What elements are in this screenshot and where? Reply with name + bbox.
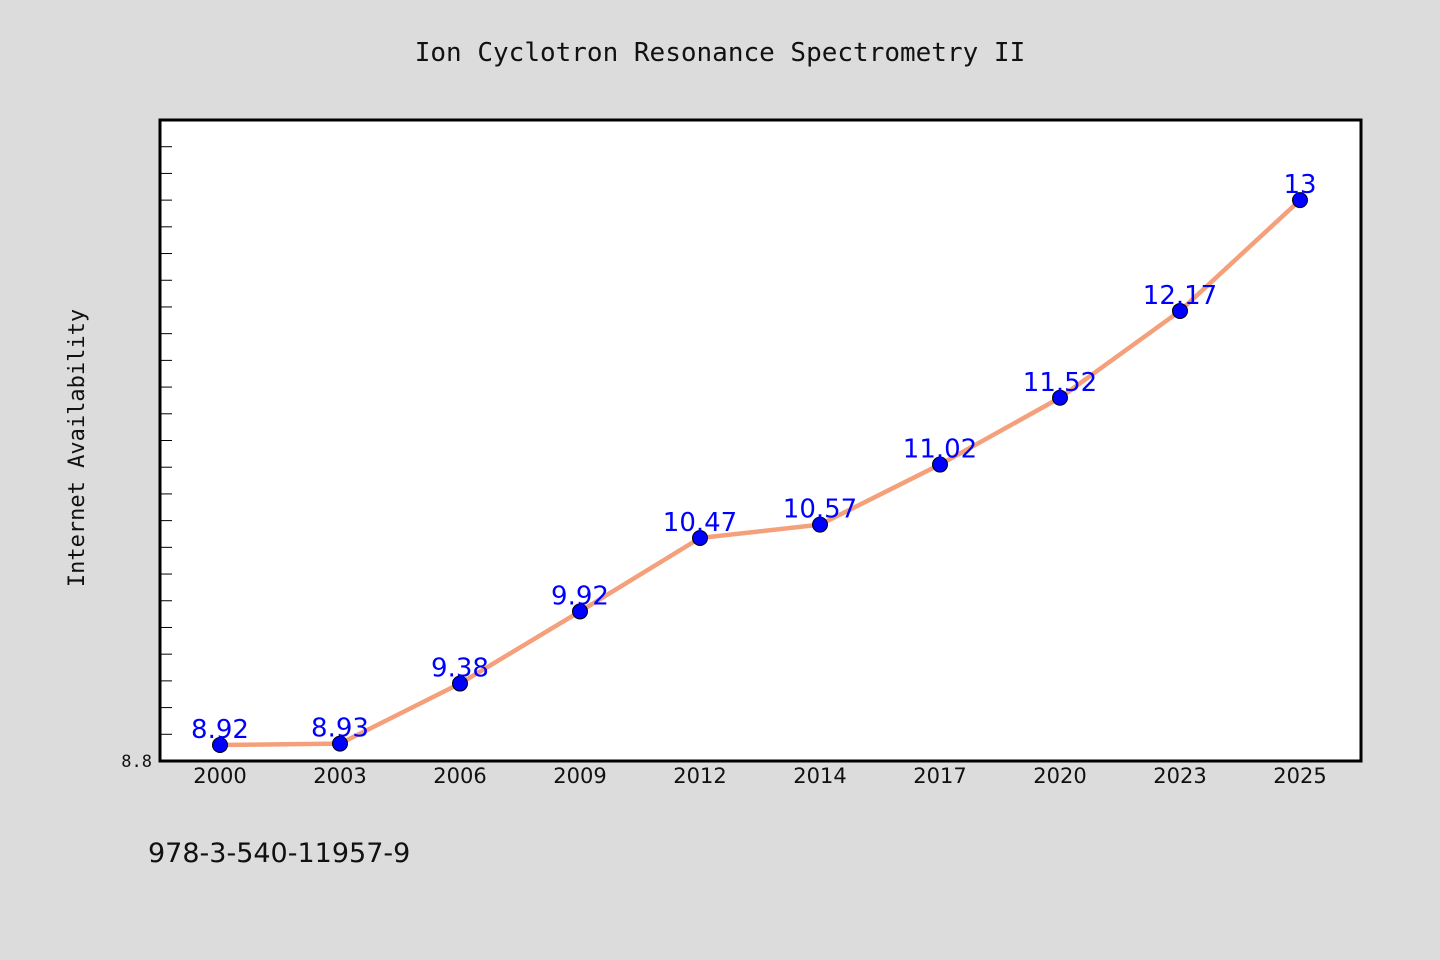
data-label: 9.92 (551, 581, 609, 611)
y-tick-label: 8.8 (121, 752, 152, 772)
x-tick-label: 2009 (553, 764, 606, 788)
chart-title: Ion Cyclotron Resonance Spectrometry II (415, 38, 1025, 68)
x-tick-label: 2012 (673, 764, 726, 788)
data-point (932, 456, 948, 473)
isbn-code: 978-3-540-11957-9 (148, 838, 410, 869)
data-point (812, 516, 828, 533)
series-line (217, 197, 1303, 748)
data-label: 11.02 (903, 435, 977, 465)
x-tick-label: 2017 (913, 764, 966, 788)
x-tick-label: 2000 (193, 764, 246, 788)
data-label: 8.93 (311, 714, 369, 744)
x-axis-ticks: 2000 2003 2006 2009 2012 2014 2017 2020 2023 2025 (193, 764, 1326, 788)
data-markers (212, 192, 1308, 753)
data-point (692, 529, 708, 546)
x-tick-label: 2003 (313, 764, 366, 788)
data-label: 10.57 (783, 495, 857, 525)
data-point (1172, 302, 1188, 319)
x-tick-label: 2025 (1273, 764, 1326, 788)
data-label: 8.92 (191, 715, 249, 745)
y-axis-ticks: 8.8 (121, 146, 172, 772)
data-label: 11.52 (1023, 368, 1097, 398)
data-point (452, 675, 468, 692)
data-label: 13 (1283, 170, 1316, 200)
y-axis-label: Internet Availability (65, 309, 90, 587)
data-point (212, 736, 228, 753)
data-point (332, 735, 348, 752)
x-tick-label: 2006 (433, 764, 486, 788)
data-point (572, 603, 588, 620)
data-label: 10.47 (663, 508, 737, 538)
data-point (1292, 192, 1308, 209)
x-tick-label: 2020 (1033, 764, 1086, 788)
data-label: 9.38 (431, 654, 489, 684)
x-tick-label: 2014 (793, 764, 846, 788)
data-point (1052, 389, 1068, 406)
series-line-group (217, 197, 1303, 748)
plot-area (158, 118, 1363, 763)
data-label: 12.17 (1143, 281, 1217, 311)
x-tick-label: 2023 (1153, 764, 1206, 788)
data-labels: 8.92 8.93 9.38 9.92 10.47 10.57 11.02 11.52 12.1… (191, 170, 1316, 745)
